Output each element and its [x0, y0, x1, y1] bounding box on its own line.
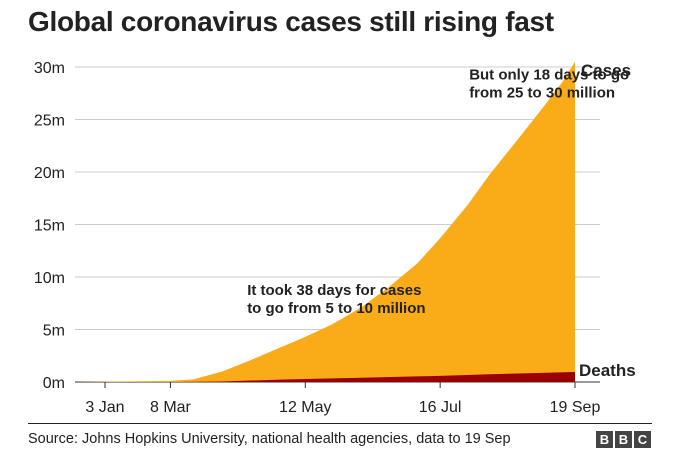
- y-tick-label: 10m: [34, 270, 65, 287]
- bbc-logo-b1: B: [596, 431, 613, 448]
- y-tick-label: 20m: [34, 165, 65, 182]
- annotation-line: It took 38 days for cases: [247, 282, 421, 299]
- series-area-cases: [75, 61, 575, 383]
- series-label-cases: Cases: [581, 61, 631, 80]
- y-tick-label: 5m: [43, 323, 65, 340]
- y-tick-label: 25m: [34, 113, 65, 130]
- x-axis: 3 Jan 8 Mar 12 May 16 Jul 19 Sep: [85, 382, 600, 416]
- bbc-logo-c: C: [634, 431, 651, 448]
- y-tick-label: 30m: [34, 60, 65, 77]
- annotation-line: But only 18 days to go: [469, 67, 629, 84]
- x-tick-label: 8 Mar: [150, 399, 192, 416]
- annotation-line: from 25 to 30 million: [469, 85, 615, 102]
- annotation-line: to go from 5 to 10 million: [247, 300, 425, 317]
- chart-area: 0m 5m 10m 15m 20m 25m 30m 3 Jan 8 Mar 12 May 16 J…: [34, 60, 636, 416]
- y-tick-label: 15m: [34, 218, 65, 235]
- series-label-deaths: Deaths: [579, 361, 636, 380]
- footer-divider: [28, 423, 652, 424]
- chart-title: Global coronavirus cases still rising fa…: [28, 6, 554, 37]
- x-tick-label: 19 Sep: [550, 399, 601, 416]
- x-tick-label: 12 May: [279, 399, 331, 416]
- x-tick-label: 16 Jul: [419, 399, 462, 416]
- y-tick-label: 0m: [43, 375, 65, 392]
- series-labels: Cases Deaths: [579, 61, 636, 380]
- y-axis: 0m 5m 10m 15m 20m 25m 30m: [34, 60, 65, 392]
- x-tick-label: 3 Jan: [85, 399, 124, 416]
- bbc-logo: B B C: [596, 431, 651, 448]
- series-areas: [75, 61, 575, 383]
- series-area-deaths: [75, 372, 575, 382]
- source-note: Source: Johns Hopkins University, nation…: [28, 431, 511, 447]
- bbc-logo-b2: B: [615, 431, 632, 448]
